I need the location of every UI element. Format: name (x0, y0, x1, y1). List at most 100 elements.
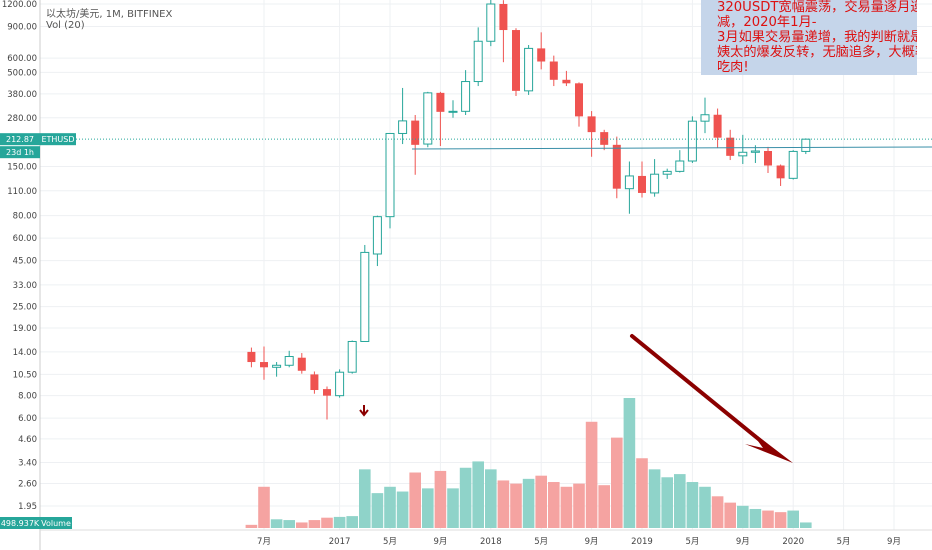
volume-bar (661, 477, 673, 528)
x-tick-label: 9月 (433, 537, 447, 547)
x-tick-label: 7月 (257, 537, 271, 547)
volume-bar (396, 491, 409, 528)
chart-title: 以太坊/美元, 1M, BITFINEX (46, 9, 173, 20)
candle-body (600, 132, 609, 145)
volume-bar (787, 510, 799, 528)
candle-body (272, 364, 282, 368)
candle-body (537, 48, 546, 62)
volume-bar (472, 461, 484, 528)
y-tick-label: 2.60 (18, 480, 37, 490)
price-badges: 212.87 ETHUSD 23d 1h 498.937K Volume (0, 133, 76, 529)
candle-body (788, 150, 798, 179)
volume-bar (674, 474, 686, 528)
volume-bar (598, 485, 610, 528)
volume-bar (371, 493, 384, 528)
annotation-line: 减，2020年1月- (717, 15, 817, 30)
price-badge-value: 212.87 (6, 135, 34, 144)
volume-bar (258, 486, 270, 528)
volume-bar (270, 519, 283, 528)
y-tick-label: 150.00 (7, 163, 37, 173)
volume-bar (510, 483, 522, 528)
volume-bar (359, 469, 371, 528)
volume-label-text: Volume (41, 519, 71, 528)
candle-body (385, 132, 395, 218)
volume-bar (737, 505, 749, 528)
volume-bar (434, 470, 447, 528)
volume-bar (346, 516, 358, 528)
volume-bar (711, 496, 724, 528)
candle-body (473, 40, 483, 83)
volume-bar (648, 469, 661, 528)
candle-body (650, 173, 660, 194)
countdown-badge-value: 23d 1h (6, 148, 34, 157)
candle-body (260, 362, 268, 368)
candle-body (713, 114, 722, 138)
candle-body (347, 340, 357, 373)
volume-bar (296, 522, 308, 528)
y-tick-label: 10.50 (13, 370, 37, 380)
volume-bar (636, 458, 648, 528)
annotation-line: 姨太的爆发反转，无脑追多，大概率 (717, 45, 917, 60)
candle-body (461, 81, 471, 112)
candle-body (549, 61, 558, 80)
x-tick-label: 2017 (329, 537, 351, 547)
candle-body (776, 165, 785, 179)
candle-body (310, 374, 319, 391)
candle-body (562, 79, 571, 84)
symbol-badge (40, 133, 76, 146)
volume-bar (497, 480, 510, 528)
countdown-badge (0, 146, 40, 159)
candle-body (436, 92, 445, 112)
volume-bar (422, 488, 434, 528)
price-badge (0, 133, 40, 146)
candle-body (750, 150, 760, 153)
x-tick-label: 5月 (837, 537, 851, 547)
y-tick-label: 600.00 (7, 54, 37, 64)
candle-body (624, 175, 634, 190)
candle-body (360, 251, 370, 342)
y-tick-label: 19.00 (13, 324, 37, 334)
x-tick-label: 2018 (480, 537, 502, 547)
volume-bar (333, 516, 346, 528)
volume-bar (623, 398, 636, 528)
volume-bars (245, 398, 812, 528)
trend-arrow (630, 334, 774, 452)
x-tick-label: 9月 (887, 537, 901, 547)
candle-body (335, 371, 345, 397)
candle-body (524, 47, 534, 92)
volume-bar (283, 520, 295, 528)
y-tick-label: 33.00 (13, 281, 37, 291)
volume-bar (774, 512, 787, 528)
y-tick-label: 6.00 (18, 414, 37, 424)
candle-body (801, 138, 811, 152)
volume-bar (409, 472, 421, 528)
x-tick-label: 5月 (534, 537, 548, 547)
volume-badge (0, 517, 40, 529)
volume-bar (548, 482, 560, 528)
y-tick-label: 900.00 (7, 22, 37, 32)
candle-body (323, 389, 331, 396)
candle-body (284, 356, 294, 366)
annotation-box[interactable]: 320USDT宽幅震荡，交易量逐月递 减，2020年1月- 3月如果交易量递增，… (701, 0, 917, 75)
volume-bar (686, 482, 699, 528)
volume-bar (573, 483, 585, 528)
candle-body (726, 137, 735, 156)
volume-study-label: Vol (20) (46, 20, 85, 31)
candle-body (512, 30, 520, 91)
candle-body (612, 144, 621, 189)
volume-bar (308, 520, 321, 528)
volume-bar (699, 486, 711, 528)
trend-arrow-head (745, 430, 793, 463)
symbol-badge-label: ETHUSD (41, 135, 74, 144)
candle-body (411, 120, 420, 145)
y-tick-label: 80.00 (13, 212, 37, 222)
volume-bar (245, 524, 258, 528)
annotation-line: 320USDT宽幅震荡，交易量逐月递 (717, 0, 917, 15)
candle-body (398, 120, 408, 134)
volume-bar (724, 502, 736, 528)
volume-bar (800, 522, 812, 528)
volume-bar (585, 421, 598, 528)
candle-body (297, 357, 306, 371)
